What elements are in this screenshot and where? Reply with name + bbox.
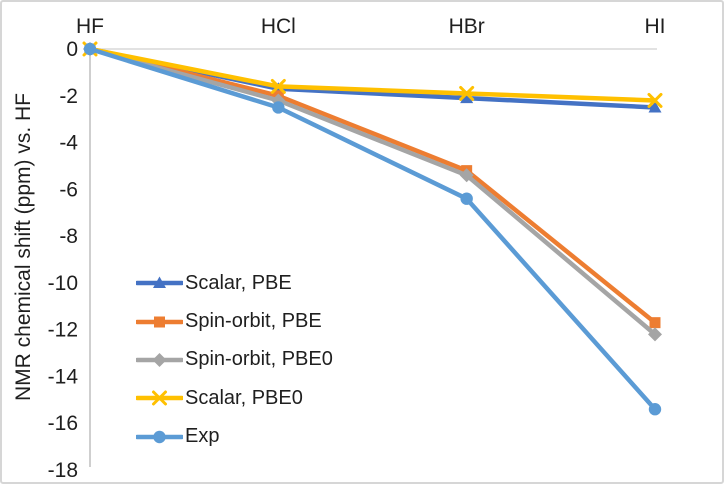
series-line-spin-orbit-pbe	[87, 46, 658, 325]
square-marker-icon	[136, 316, 183, 328]
triangle-marker-icon	[136, 276, 183, 289]
series-marker-scalar-pbe0	[647, 92, 663, 108]
series-marker-scalar-pbe0	[459, 85, 475, 101]
series-marker-exp	[460, 192, 473, 205]
series-marker-spin-orbit-pbe0	[459, 168, 474, 183]
series-marker-exp	[83, 42, 97, 56]
series-marker-scalar-pbe0	[270, 78, 286, 94]
x-category-label: HBr	[449, 15, 485, 38]
swatch-marker	[152, 352, 167, 367]
series-marker-scalar-pbe	[460, 91, 474, 104]
series-line-scalar-pbe0	[87, 46, 658, 103]
circle-marker-icon	[136, 430, 183, 443]
x-category-label: HCl	[261, 15, 296, 38]
series-marker-spin-orbit-pbe	[649, 317, 661, 329]
y-tick-label: -4	[59, 132, 78, 155]
y-tick-label: -14	[48, 365, 79, 388]
y-tick-label: -2	[59, 85, 78, 108]
x-marker-icon	[136, 390, 183, 406]
swatch-marker	[153, 430, 166, 443]
y-tick-label: -16	[48, 412, 78, 435]
swatch-marker	[152, 390, 167, 406]
legend-item-spin-orbit-pbe: Spin-orbit, PBE	[136, 302, 333, 340]
y-tick-label: 0	[66, 38, 78, 61]
y-tick-label: -18	[48, 459, 78, 482]
y-tick-label: -6	[59, 178, 78, 201]
legend-item-spin-orbit-pbe0: Spin-orbit, PBE0	[136, 341, 333, 379]
x-category-label: HI	[644, 15, 665, 38]
legend-label: Spin-orbit, PBE	[185, 310, 322, 333]
series-marker-scalar-pbe	[648, 100, 662, 113]
swatch-marker	[154, 316, 165, 328]
legend-label: Scalar, PBE0	[185, 386, 303, 409]
diamond-marker-icon	[136, 352, 183, 367]
legend-item-scalar-pbe: Scalar, PBE	[136, 264, 333, 302]
y-axis-title: NMR chemical shift (ppm) vs. HF	[12, 92, 35, 402]
series-marker-exp	[272, 101, 285, 114]
y-tick-label: -8	[59, 225, 78, 248]
series-line-spin-orbit-pbe0	[87, 46, 658, 337]
series-marker-exp	[648, 403, 662, 416]
swatch-marker	[153, 276, 166, 289]
legend-label: Scalar, PBE	[185, 271, 292, 294]
series-marker-spin-orbit-pbe0	[647, 327, 662, 342]
legend: Scalar, PBE Spin-orbit, PBE Spin-orbit, PB…	[136, 264, 333, 456]
x-category-label: HF	[76, 15, 104, 38]
legend-item-exp: Exp	[136, 418, 333, 456]
legend-item-scalar-pbe0: Scalar, PBE0	[136, 379, 333, 417]
legend-label: Spin-orbit, PBE0	[185, 348, 333, 371]
series-line-exp	[87, 46, 658, 412]
y-tick-label: -12	[48, 319, 78, 342]
legend-label: Exp	[185, 425, 220, 448]
y-tick-label: -10	[48, 272, 78, 295]
